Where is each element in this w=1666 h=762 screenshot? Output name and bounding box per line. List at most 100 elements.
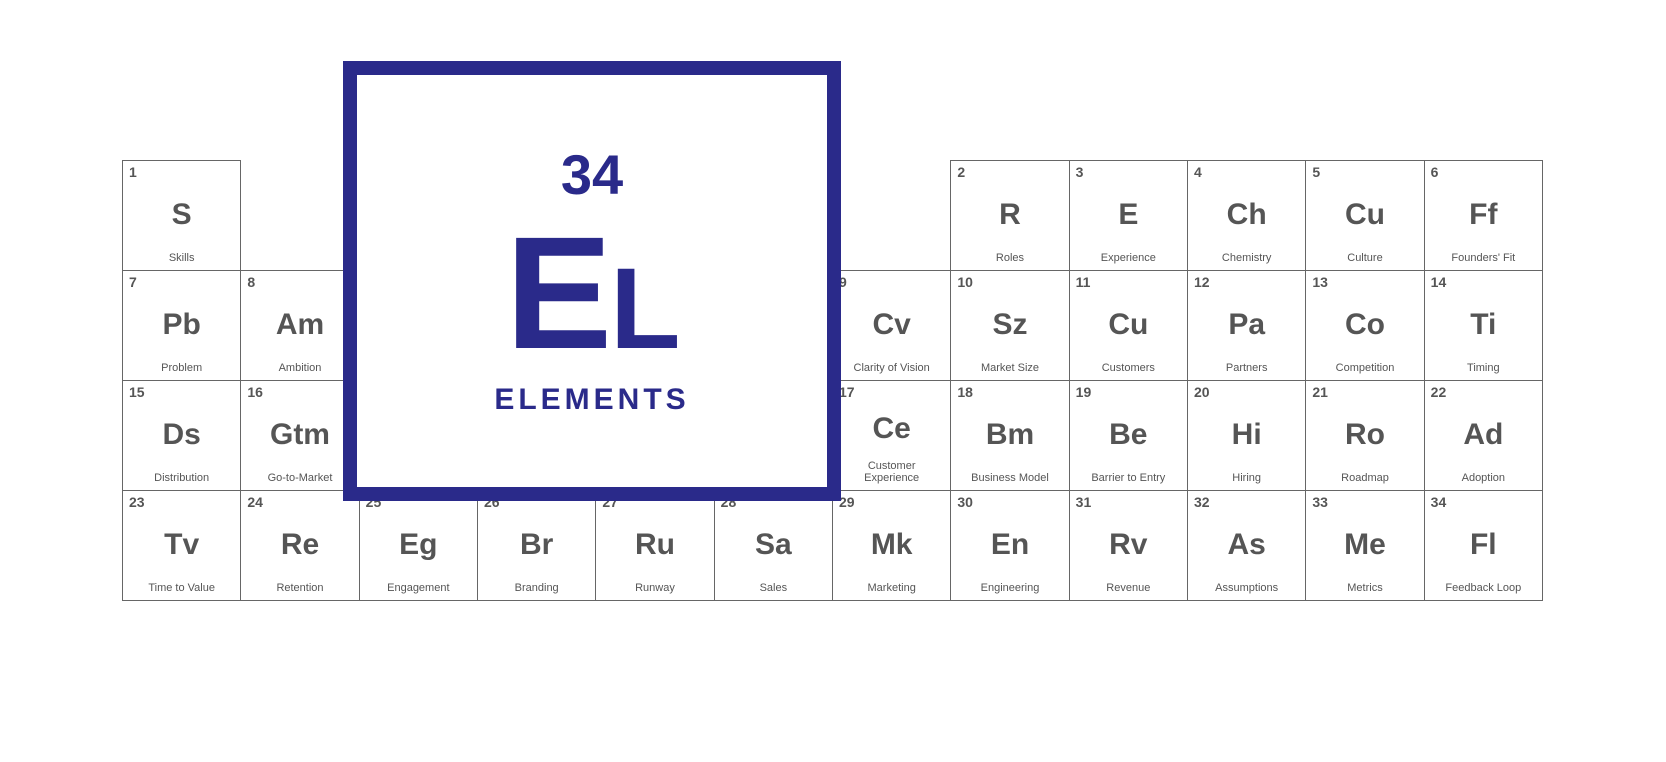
element-name: Business Model [957,472,1062,484]
element-cell: 16GtmGo-to-Market [240,380,359,491]
element-number: 11 [1076,275,1181,289]
element-symbol: Am [247,289,352,362]
element-number: 7 [129,275,234,289]
hero-symbol: EL [505,221,678,365]
element-name: Distribution [129,472,234,484]
element-symbol: Hi [1194,399,1299,472]
element-cell: 19BeBarrier to Entry [1069,380,1188,491]
element-name: Roles [957,252,1062,264]
element-symbol: Pa [1194,289,1299,362]
element-symbol: Cv [839,289,944,362]
element-name: Clarity of Vision [839,362,944,374]
element-number: 6 [1431,165,1536,179]
element-symbol: Ds [129,399,234,472]
element-name: Founders' Fit [1431,252,1536,264]
element-cell: 31RvRevenue [1069,490,1188,601]
element-cell: 11CuCustomers [1069,270,1188,381]
element-name: Feedback Loop [1431,582,1536,594]
element-name: Engineering [957,582,1062,594]
hero-label: ELEMENTS [494,385,689,415]
element-symbol: Sz [957,289,1062,362]
element-symbol: Fl [1431,509,1536,582]
element-name: Metrics [1312,582,1417,594]
element-symbol: Ro [1312,399,1417,472]
element-symbol: Me [1312,509,1417,582]
element-number: 24 [247,495,352,509]
element-symbol: R [957,179,1062,252]
element-symbol: Ch [1194,179,1299,252]
element-cell: 33MeMetrics [1305,490,1424,601]
element-symbol: Bm [957,399,1062,472]
element-cell: 21RoRoadmap [1305,380,1424,491]
element-symbol: Cu [1312,179,1417,252]
element-cell: 13CoCompetition [1305,270,1424,381]
element-cell: 6FfFounders' Fit [1424,160,1543,271]
element-cell: 18BmBusiness Model [950,380,1069,491]
element-number: 29 [839,495,944,509]
element-name: Marketing [839,582,944,594]
element-number: 31 [1076,495,1181,509]
element-name: Hiring [1194,472,1299,484]
element-number: 17 [839,385,944,399]
element-symbol: Be [1076,399,1181,472]
element-number: 12 [1194,275,1299,289]
element-symbol: Mk [839,509,944,582]
element-number: 5 [1312,165,1417,179]
element-number: 14 [1431,275,1536,289]
element-name: Customer Experience [839,460,944,484]
element-number: 9 [839,275,944,289]
element-cell: 22AdAdoption [1424,380,1543,491]
element-cell: 4ChChemistry [1187,160,1306,271]
element-cell: 17CeCustomer Experience [832,380,951,491]
element-symbol: Pb [129,289,234,362]
element-name: Partners [1194,362,1299,374]
element-cell: 26BrBranding [477,490,596,601]
element-symbol: E [1076,179,1181,252]
element-symbol: Ce [839,399,944,460]
element-symbol: S [129,179,234,252]
element-symbol: Ff [1431,179,1536,252]
element-name: Ambition [247,362,352,374]
element-cell: 28SaSales [714,490,833,601]
element-symbol: Gtm [247,399,352,472]
element-number: 32 [1194,495,1299,509]
hero-symbol-small: L [610,245,678,373]
element-name: Roadmap [1312,472,1417,484]
element-name: Experience [1076,252,1181,264]
element-number: 21 [1312,385,1417,399]
element-name: Adoption [1431,472,1536,484]
element-number: 1 [129,165,234,179]
element-cell: 5CuCulture [1305,160,1424,271]
element-name: Culture [1312,252,1417,264]
element-cell: 10SzMarket Size [950,270,1069,381]
element-number: 3 [1076,165,1181,179]
element-name: Runway [602,582,707,594]
element-cell: 1SSkills [122,160,241,271]
element-number: 13 [1312,275,1417,289]
element-cell: 12PaPartners [1187,270,1306,381]
element-symbol: Br [484,509,589,582]
element-number: 20 [1194,385,1299,399]
element-number: 30 [957,495,1062,509]
element-symbol: Eg [366,509,471,582]
element-symbol: Sa [721,509,826,582]
element-name: Barrier to Entry [1076,472,1181,484]
element-symbol: Ru [602,509,707,582]
element-symbol: Cu [1076,289,1181,362]
element-number: 34 [1431,495,1536,509]
element-name: Go-to-Market [247,472,352,484]
element-cell: 25EgEngagement [359,490,478,601]
element-name: Problem [129,362,234,374]
element-number: 23 [129,495,234,509]
element-cell: 2RRoles [950,160,1069,271]
hero-element-card: 34 EL ELEMENTS [343,61,841,501]
element-number: 18 [957,385,1062,399]
element-cell: 3EExperience [1069,160,1188,271]
element-symbol: Ad [1431,399,1536,472]
element-name: Revenue [1076,582,1181,594]
element-name: Assumptions [1194,582,1299,594]
element-cell: 27RuRunway [595,490,714,601]
element-name: Market Size [957,362,1062,374]
element-name: Engagement [366,582,471,594]
element-symbol: En [957,509,1062,582]
